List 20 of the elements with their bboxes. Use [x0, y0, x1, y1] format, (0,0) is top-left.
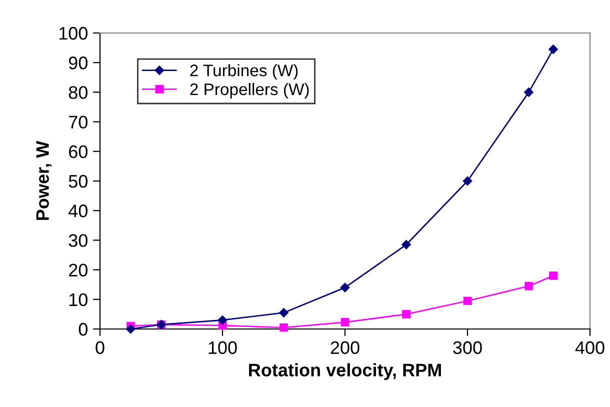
y-tick-label: 10 [69, 293, 88, 306]
x-axis-title: Rotation velocity, RPM [249, 363, 441, 380]
x-tick-label: 0 [96, 341, 104, 354]
x-tick-label: 200 [330, 341, 360, 354]
legend-label: 2 Propellers (W) [190, 82, 309, 98]
x-tick-label: 400 [575, 341, 604, 354]
y-tick-label: 20 [69, 264, 88, 277]
y-tick-label: 40 [68, 204, 88, 218]
y-tick-label: 30 [68, 234, 88, 247]
y-axis-title: Power, W [36, 140, 52, 220]
y-tick-label: 50 [68, 174, 88, 188]
y-tick-label: 100 [59, 26, 88, 40]
y-tick-label: 90 [68, 56, 88, 70]
legend-label: 2 Turbines (W) [190, 64, 298, 80]
y-tick-label: 80 [68, 86, 88, 99]
y-tick-label: 70 [69, 116, 88, 129]
y-tick-label: 0 [78, 322, 88, 336]
x-tick-label: 300 [453, 341, 482, 354]
x-tick-label: 100 [208, 341, 237, 354]
y-tick-label: 60 [69, 145, 88, 158]
